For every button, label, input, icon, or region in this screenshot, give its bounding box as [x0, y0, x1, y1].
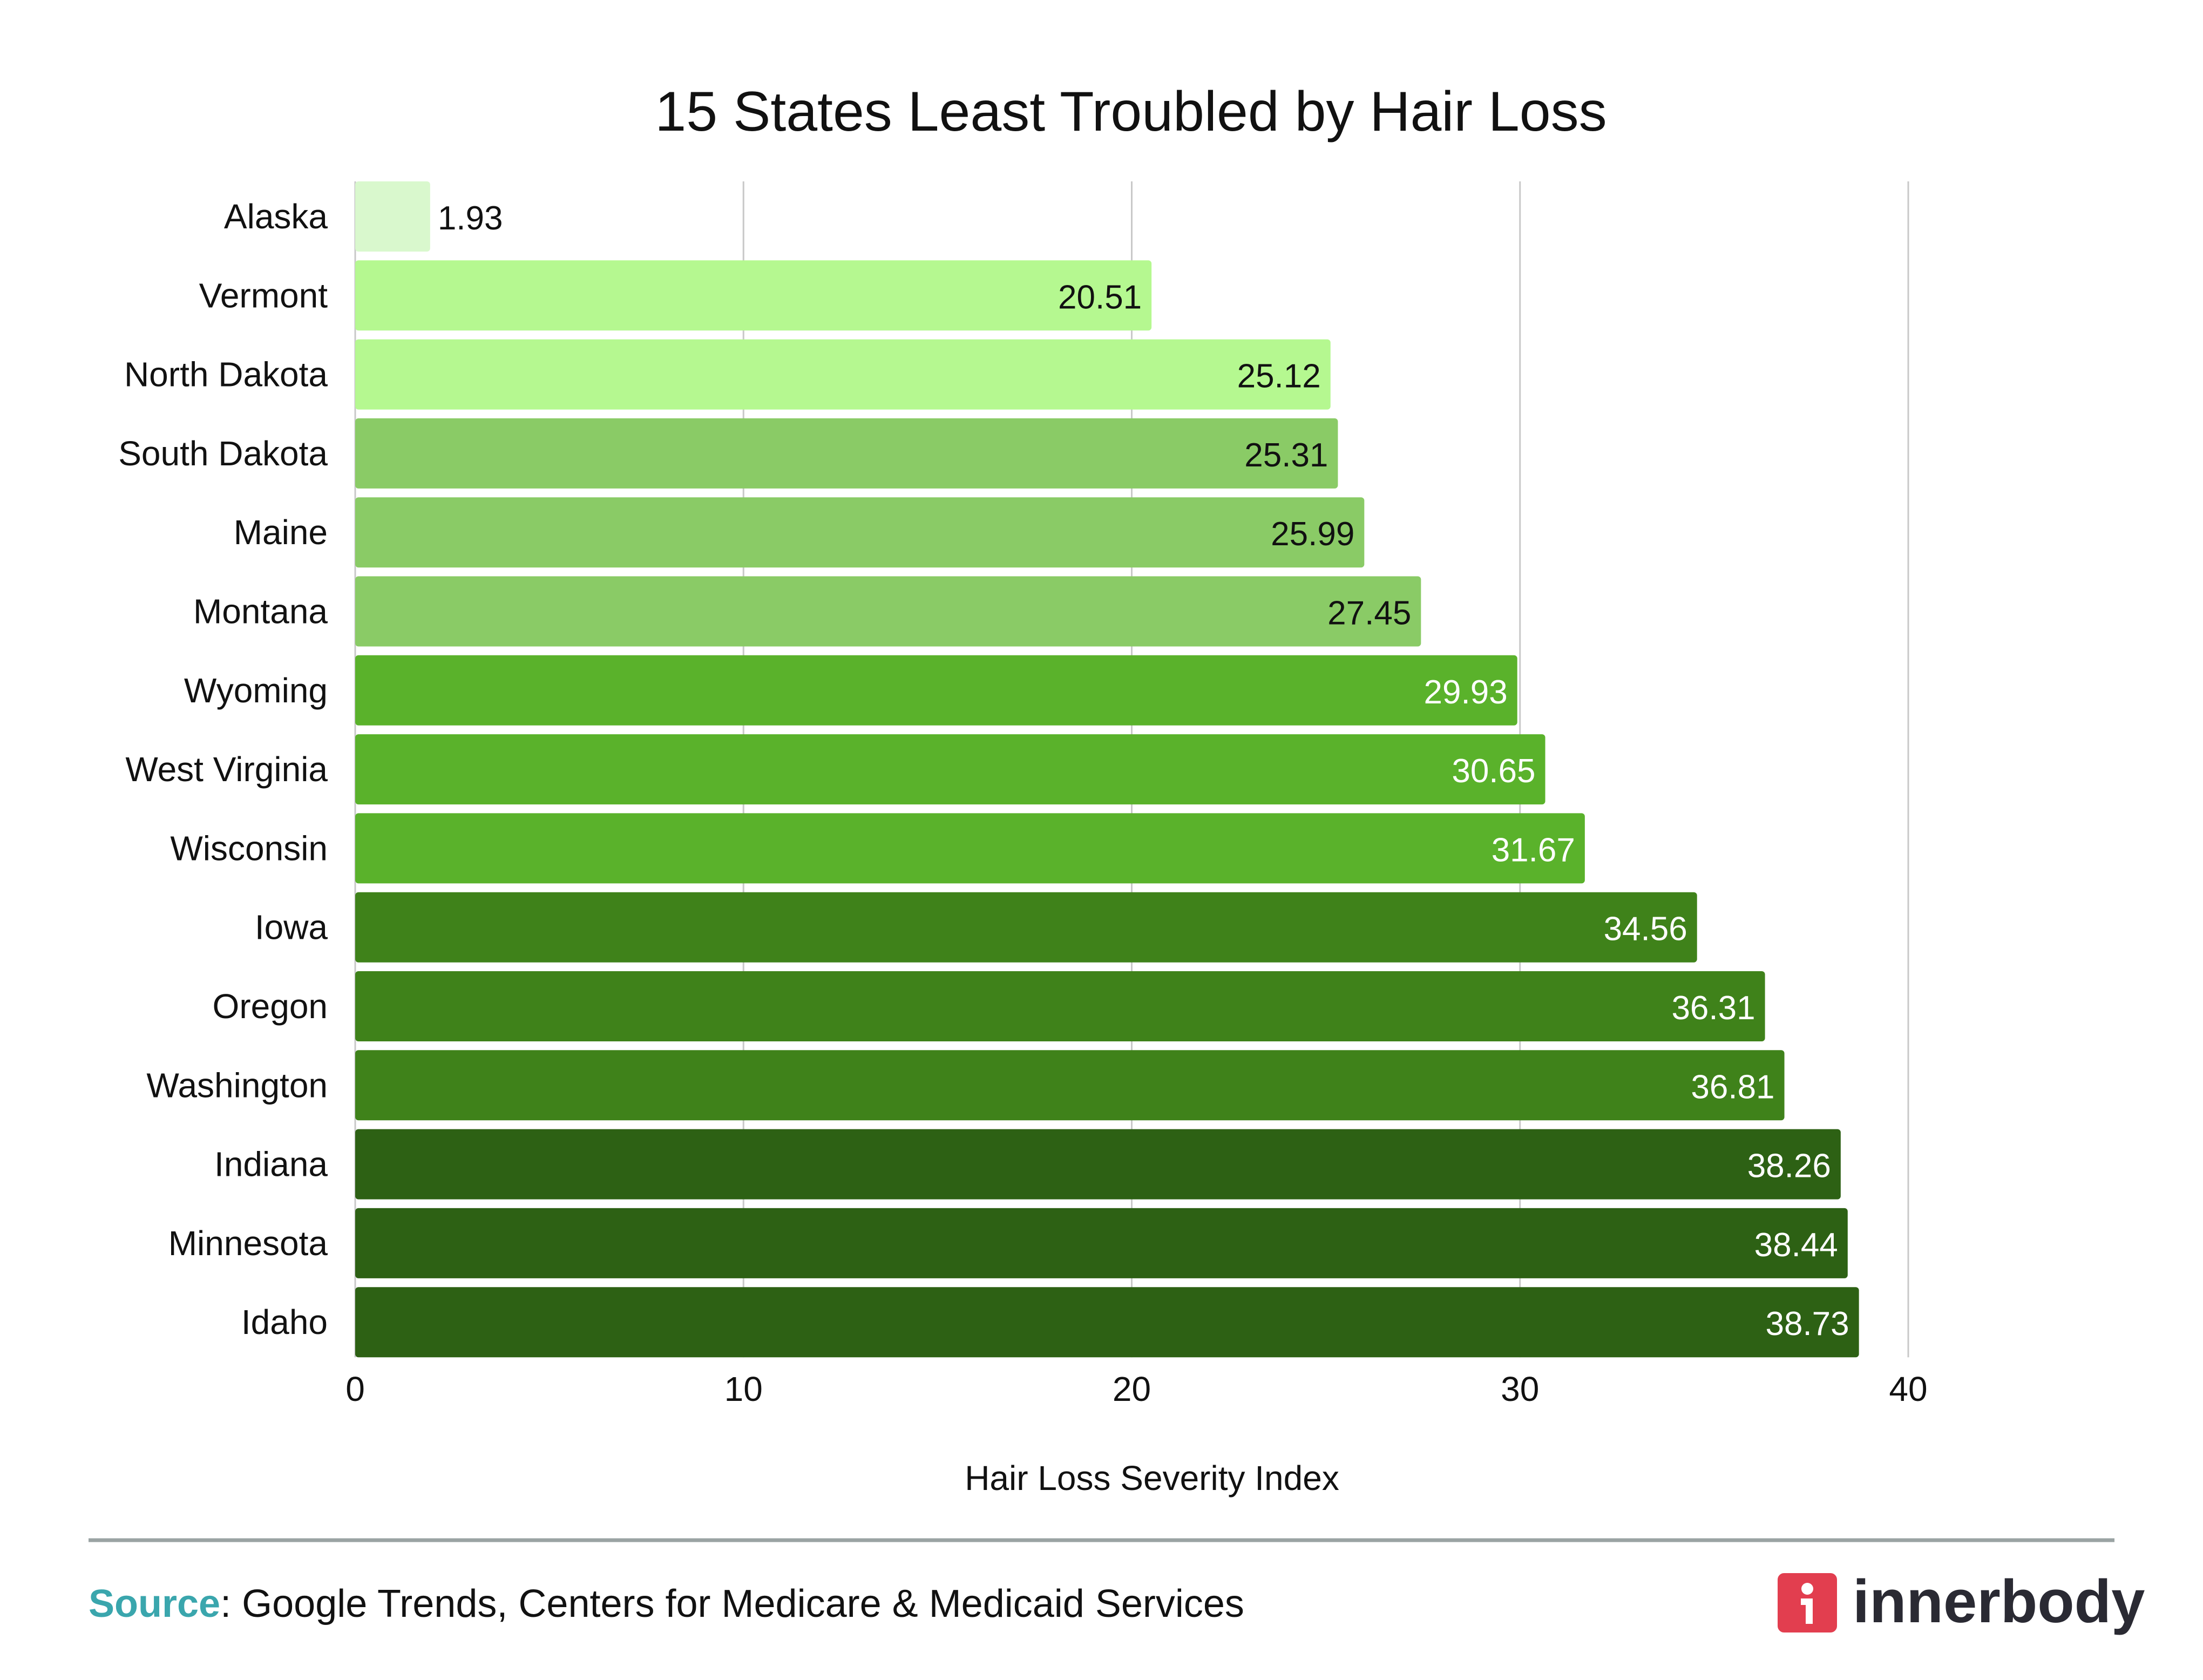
value-label: 20.51: [1058, 279, 1142, 316]
value-label: 36.31: [1671, 990, 1755, 1027]
bar-group: South Dakota 25.31: [118, 418, 1338, 489]
value-label: 25.12: [1237, 358, 1321, 395]
bar-group: Maine 25.99: [234, 497, 1365, 568]
bar: [355, 971, 1765, 1041]
bar: [355, 1208, 1848, 1278]
category-label: South Dakota: [118, 434, 328, 473]
bar-group: Alaska 1.93: [224, 181, 503, 252]
category-label: Washington: [146, 1066, 328, 1105]
category-label: Iowa: [255, 908, 328, 947]
category-label: Idaho: [241, 1303, 328, 1342]
bar-group: Vermont 20.51: [199, 260, 1152, 331]
bar: [355, 892, 1697, 963]
x-axis-label: Hair Loss Severity Index: [965, 1459, 1339, 1498]
value-label: 34.56: [1604, 911, 1687, 948]
category-label: Oregon: [213, 987, 328, 1026]
bar-group: North Dakota 25.12: [124, 339, 1331, 410]
x-axis-ticks: 0 10 20 30 40: [345, 1370, 1927, 1408]
bar: [355, 734, 1546, 805]
category-label: Montana: [193, 592, 328, 631]
logo-i-dot: [1801, 1583, 1813, 1595]
x-tick-label: 20: [1113, 1370, 1151, 1408]
bar-group: Wisconsin 31.67: [170, 813, 1585, 884]
bar-group: Iowa 34.56: [255, 892, 1697, 963]
value-label: 31.67: [1492, 831, 1575, 869]
bar-group: Washington 36.81: [146, 1050, 1785, 1121]
category-label: Maine: [234, 513, 328, 552]
category-label: Alaska: [224, 197, 328, 236]
x-tick-label: 40: [1889, 1370, 1927, 1408]
logo-i-stem: [1801, 1598, 1813, 1624]
value-label: 1.93: [438, 200, 503, 237]
x-tick-label: 0: [345, 1370, 365, 1408]
value-label: 25.99: [1271, 516, 1354, 553]
category-label: Wyoming: [184, 671, 328, 710]
category-label: Wisconsin: [170, 829, 328, 868]
bar: [355, 1050, 1785, 1121]
bar-group: Montana 27.45: [193, 576, 1421, 647]
bar: [355, 339, 1331, 410]
bar: [355, 1287, 1859, 1358]
bar-group: Minnesota 38.44: [168, 1208, 1848, 1278]
bar-group: Idaho 38.73: [241, 1287, 1859, 1358]
value-label: 30.65: [1452, 753, 1535, 790]
bar-group: Wyoming 29.93: [184, 655, 1517, 726]
category-label: North Dakota: [124, 355, 328, 394]
bar-group: West Virginia 30.65: [125, 734, 1546, 805]
value-label: 27.45: [1327, 595, 1411, 632]
bar-group: Oregon 36.31: [213, 971, 1765, 1041]
value-label: 38.26: [1747, 1148, 1831, 1185]
value-label: 36.81: [1691, 1068, 1774, 1106]
bar-group: Indiana 38.26: [214, 1129, 1841, 1200]
bar: [355, 497, 1365, 568]
bar: [355, 655, 1517, 726]
bar: [355, 576, 1421, 647]
value-label: 38.44: [1754, 1227, 1838, 1264]
bar: [355, 1129, 1841, 1200]
value-label: 29.93: [1424, 674, 1508, 711]
category-label: Minnesota: [168, 1224, 328, 1263]
bars: Alaska 1.93 Vermont 20.51 North Dakota 25.12 S…: [118, 181, 1859, 1358]
innerbody-logo: innerbody: [1778, 1568, 2145, 1635]
x-tick-label: 30: [1501, 1370, 1539, 1408]
x-tick-label: 10: [724, 1370, 763, 1408]
source-label: Source: [89, 1582, 220, 1625]
chart-title: 15 States Least Troubled by Hair Loss: [655, 80, 1607, 143]
category-label: Vermont: [199, 276, 328, 315]
bar: [355, 260, 1152, 331]
category-label: Indiana: [214, 1145, 328, 1184]
bar: [355, 813, 1585, 884]
category-label: West Virginia: [125, 750, 328, 789]
bar: [355, 181, 430, 252]
value-label: 25.31: [1244, 437, 1328, 474]
source-text: Source: Google Trends, Centers for Medic…: [89, 1582, 1244, 1625]
bar: [355, 418, 1338, 489]
source-value: : Google Trends, Centers for Medicare & …: [220, 1582, 1244, 1625]
logo-wordmark: innerbody: [1853, 1568, 2145, 1635]
value-label: 38.73: [1765, 1305, 1849, 1343]
